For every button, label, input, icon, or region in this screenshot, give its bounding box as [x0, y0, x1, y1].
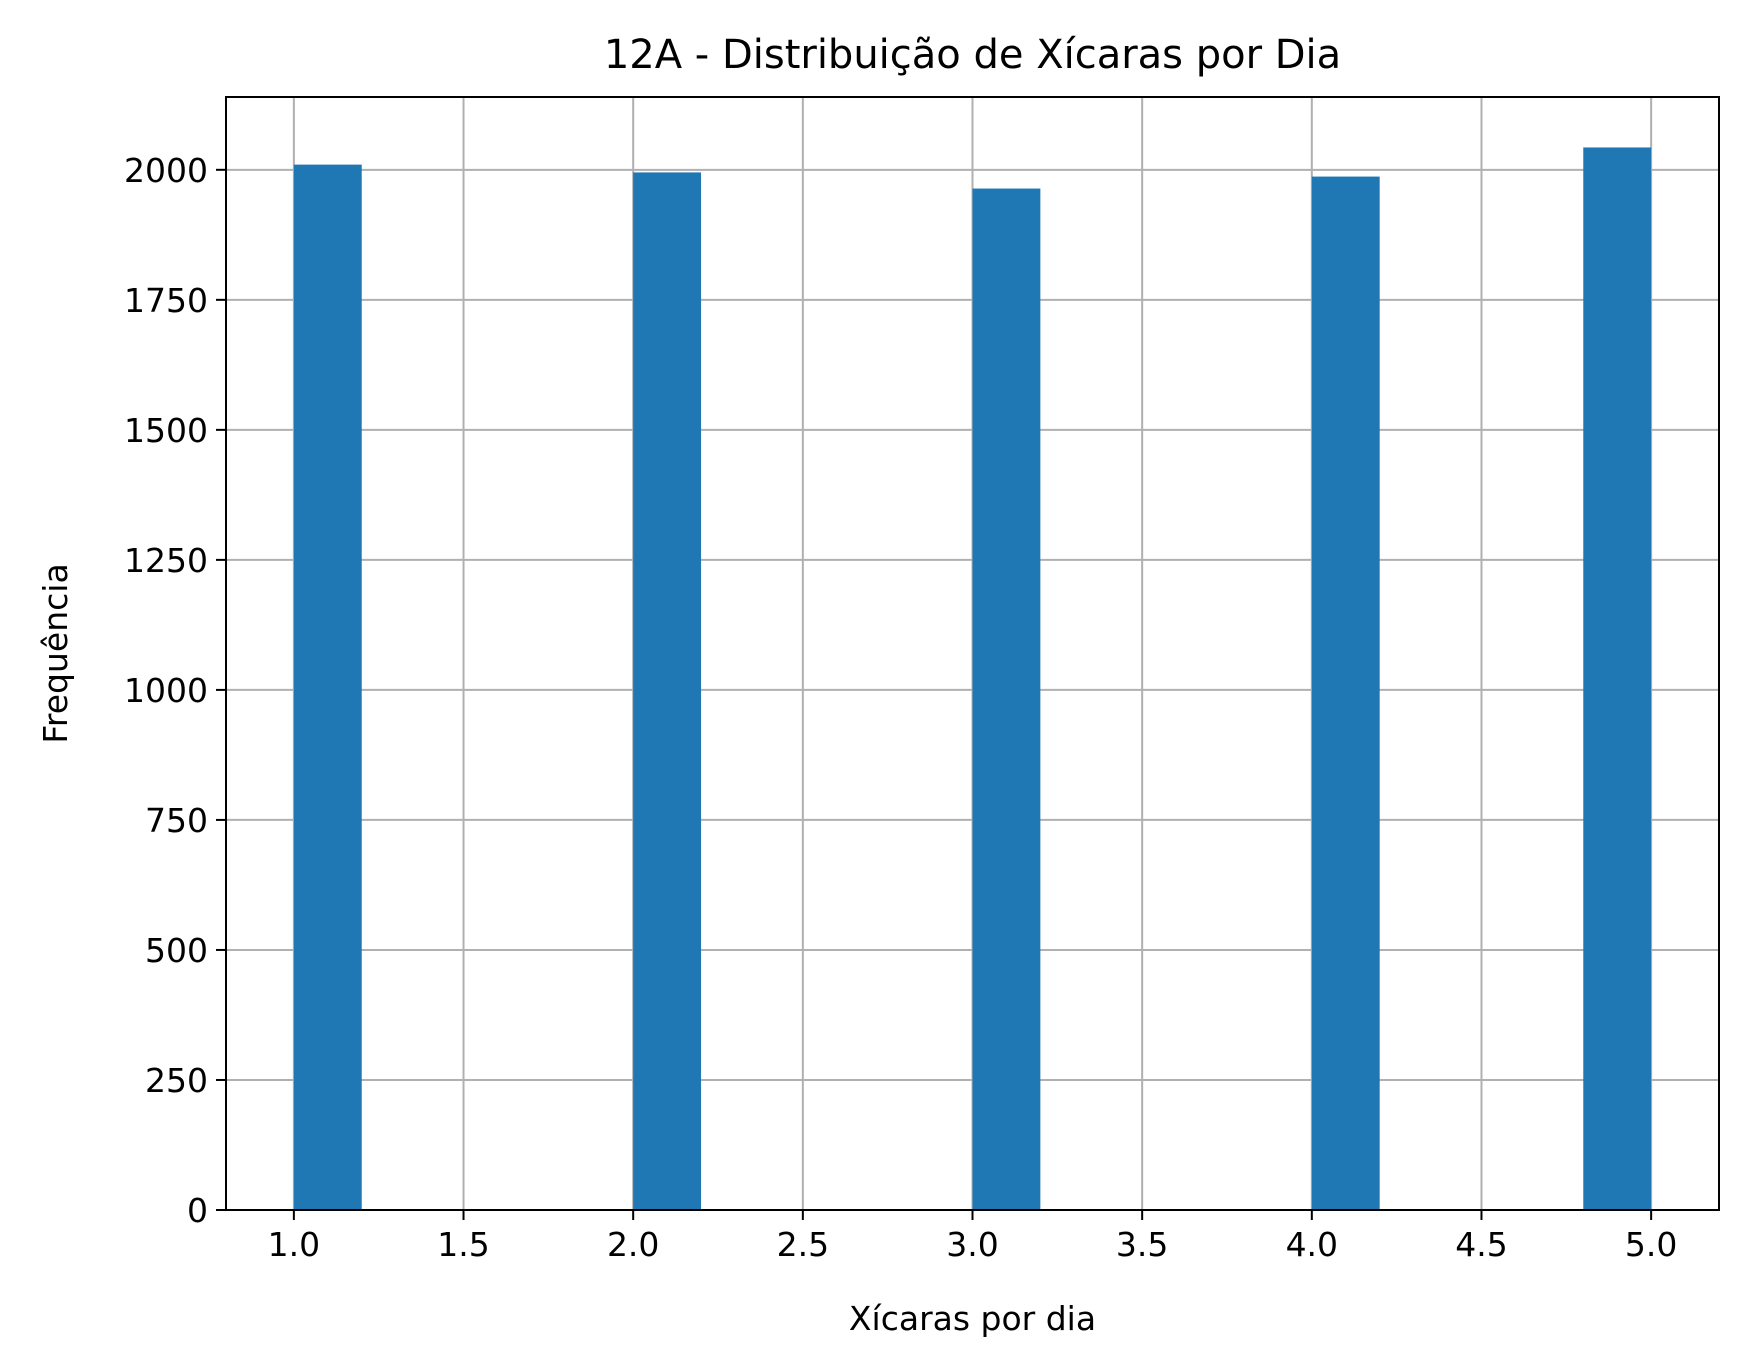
x-tick-label: 3.0: [946, 1225, 998, 1264]
y-tick-label: 0: [187, 1191, 208, 1230]
histogram-bar: [1311, 176, 1380, 1210]
x-tick-label: 5.0: [1625, 1225, 1677, 1264]
x-tick-label: 3.5: [1116, 1225, 1168, 1264]
y-tick-label: 250: [145, 1061, 208, 1100]
x-axis-title: Xícaras por dia: [849, 1299, 1096, 1338]
x-tick-label: 2.0: [607, 1225, 659, 1264]
histogram-bar: [633, 172, 702, 1210]
y-tick-label: 1750: [124, 281, 208, 320]
x-tick-label: 4.0: [1286, 1225, 1338, 1264]
bars-layer: [293, 147, 1652, 1211]
y-tick-label: 1000: [124, 671, 208, 710]
histogram-bar: [1583, 147, 1652, 1210]
y-tick-label: 2000: [124, 151, 208, 190]
x-tick-label: 1.0: [268, 1225, 320, 1264]
y-tick-label: 1500: [124, 411, 208, 450]
chart-title: 12A - Distribuição de Xícaras por Dia: [604, 32, 1341, 78]
x-tick-label: 2.5: [777, 1225, 829, 1264]
x-tick-label: 1.5: [437, 1225, 489, 1264]
y-axis-title: Frequência: [36, 563, 75, 743]
histogram-bar: [972, 188, 1041, 1211]
y-tick-label: 500: [145, 931, 208, 970]
y-tick-label: 1250: [124, 541, 208, 580]
y-tick-label: 750: [145, 801, 208, 840]
ticks-layer: 1.0 1.5 2.0 2.5 3.0 3.5 4.0 4.5 5.0 0 250 500 750 100…: [124, 151, 1677, 1264]
x-tick-label: 4.5: [1455, 1225, 1507, 1264]
histogram-bar: [293, 164, 362, 1210]
